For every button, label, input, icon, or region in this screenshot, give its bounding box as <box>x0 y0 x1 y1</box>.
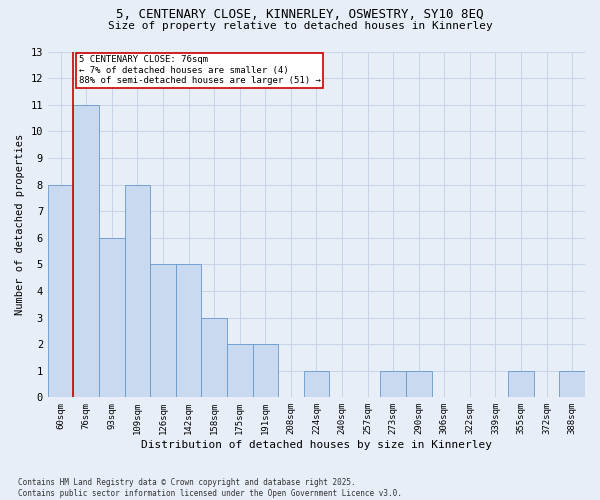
Bar <box>125 184 150 398</box>
Text: Size of property relative to detached houses in Kinnerley: Size of property relative to detached ho… <box>107 21 493 31</box>
Bar <box>150 264 176 398</box>
Text: 5 CENTENARY CLOSE: 76sqm
← 7% of detached houses are smaller (4)
88% of semi-det: 5 CENTENARY CLOSE: 76sqm ← 7% of detache… <box>79 56 320 86</box>
Bar <box>380 370 406 398</box>
Bar <box>304 370 329 398</box>
Bar <box>559 370 585 398</box>
Bar <box>73 104 99 398</box>
Bar <box>99 238 125 398</box>
Bar <box>253 344 278 398</box>
Bar <box>406 370 431 398</box>
Bar <box>176 264 202 398</box>
Text: 5, CENTENARY CLOSE, KINNERLEY, OSWESTRY, SY10 8EQ: 5, CENTENARY CLOSE, KINNERLEY, OSWESTRY,… <box>116 8 484 20</box>
Bar <box>48 184 73 398</box>
Y-axis label: Number of detached properties: Number of detached properties <box>15 134 25 315</box>
Text: Contains HM Land Registry data © Crown copyright and database right 2025.
Contai: Contains HM Land Registry data © Crown c… <box>18 478 402 498</box>
Bar <box>202 318 227 398</box>
Bar <box>227 344 253 398</box>
X-axis label: Distribution of detached houses by size in Kinnerley: Distribution of detached houses by size … <box>141 440 492 450</box>
Bar <box>508 370 534 398</box>
